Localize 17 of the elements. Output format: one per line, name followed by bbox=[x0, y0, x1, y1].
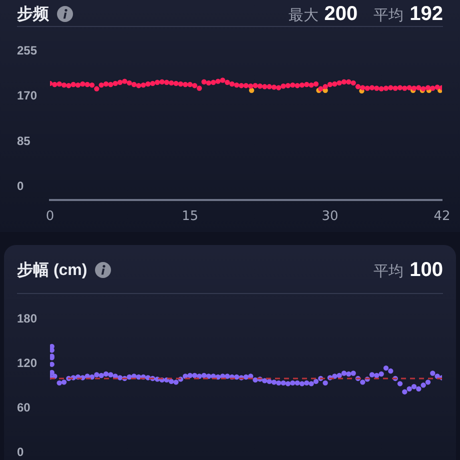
y-tick-label: 0 bbox=[17, 179, 24, 194]
x-tick-label: 42 bbox=[434, 209, 450, 224]
y-tick-label: 180 bbox=[17, 311, 38, 326]
y-tick-label: 170 bbox=[17, 88, 38, 103]
text: 平均 192 bbox=[374, 2, 443, 24]
text: 平均 100 bbox=[374, 258, 443, 280]
x-tick-label: 15 bbox=[182, 209, 198, 224]
text: 最大 200 bbox=[288, 2, 358, 24]
y-tick-label: 255 bbox=[17, 43, 38, 58]
chart-title: 步频 bbox=[17, 4, 49, 24]
y-tick-label: 0 bbox=[17, 445, 24, 460]
x-tick-label: 0 bbox=[46, 209, 54, 224]
y-tick-label: 120 bbox=[17, 356, 38, 370]
chart-title: 步幅 (cm) bbox=[17, 260, 88, 280]
y-tick-label: 85 bbox=[17, 134, 31, 148]
y-tick-label: 60 bbox=[17, 400, 31, 415]
x-tick-label: 30 bbox=[322, 209, 338, 224]
